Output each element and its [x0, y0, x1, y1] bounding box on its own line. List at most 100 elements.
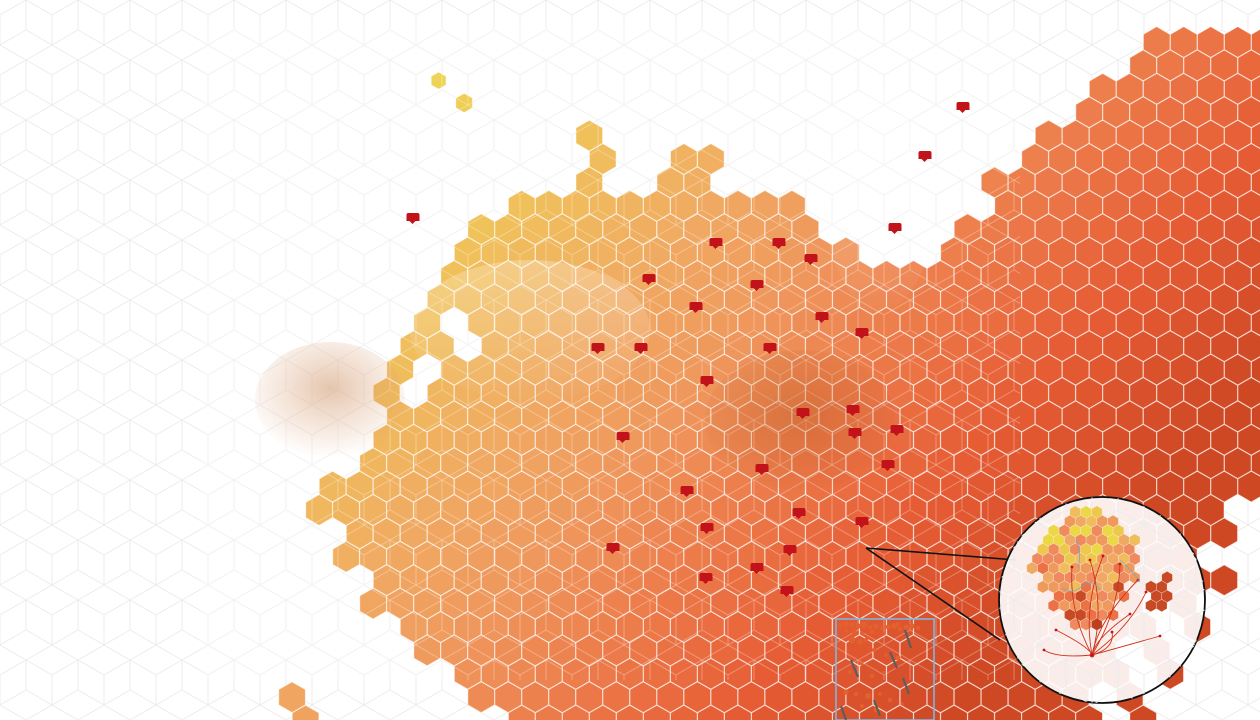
flow-endpoint-dot — [1118, 562, 1122, 566]
island-dot — [863, 637, 869, 643]
city-marker-chongqing[interactable] — [680, 486, 694, 497]
hex-tile[interactable] — [1251, 448, 1260, 479]
city-marker-jinan[interactable] — [815, 312, 829, 323]
hex-tile[interactable] — [455, 93, 473, 113]
city-marker-tianjin[interactable] — [804, 254, 818, 265]
map-pin-icon — [616, 432, 630, 443]
island-dot — [882, 670, 886, 674]
hex-tile[interactable] — [1107, 608, 1119, 622]
city-marker-wuhan[interactable] — [755, 464, 769, 475]
hex-tile[interactable] — [1075, 704, 1103, 720]
photo-overlay — [255, 90, 935, 490]
city-marker-nanchang[interactable] — [792, 508, 806, 519]
city-marker-shanghai[interactable] — [890, 425, 904, 436]
city-marker-beijing[interactable] — [772, 238, 786, 249]
hex-tile[interactable] — [1129, 704, 1157, 720]
hex-tile[interactable] — [1251, 73, 1260, 104]
island-dot — [857, 639, 863, 645]
map-pin-icon — [750, 563, 764, 574]
island-dot — [897, 626, 903, 632]
city-marker-zhengzhou[interactable] — [763, 343, 777, 354]
hex-tile[interactable] — [1161, 571, 1173, 584]
city-marker-guangzhou[interactable] — [783, 545, 797, 556]
hex-tile[interactable] — [1251, 167, 1260, 198]
flow-line — [1091, 613, 1131, 656]
city-marker-xining[interactable] — [591, 343, 605, 354]
city-marker-hangzhou[interactable] — [881, 460, 895, 471]
island-dot — [865, 693, 871, 699]
city-marker-haerbin[interactable] — [956, 102, 970, 113]
hex-tile[interactable] — [278, 681, 306, 714]
hex-tile[interactable] — [1251, 27, 1260, 58]
island-dot — [909, 623, 915, 629]
city-marker-huhehaote[interactable] — [709, 238, 723, 249]
city-marker-xian[interactable] — [700, 376, 714, 387]
flow-endpoint-dot — [1101, 554, 1105, 558]
map-pin-icon — [881, 460, 895, 471]
map-pin-icon — [750, 280, 764, 291]
city-marker-xiamen[interactable] — [855, 517, 869, 528]
flow-line — [1071, 566, 1093, 656]
island-dot — [895, 655, 901, 661]
island-dot — [860, 621, 868, 629]
map-pin-icon — [783, 545, 797, 556]
hex-tile[interactable] — [1251, 354, 1260, 385]
map-pin-icon — [890, 425, 904, 436]
hex-tile[interactable] — [1210, 564, 1238, 597]
flow-endpoint-dot — [1042, 648, 1046, 652]
city-marker-nanning[interactable] — [699, 573, 713, 584]
map-pin-icon — [855, 517, 869, 528]
city-marker-shenzhen[interactable] — [750, 563, 764, 574]
map-pin-icon — [846, 405, 860, 416]
island-dot — [885, 624, 891, 630]
city-marker-su-zhou[interactable] — [848, 428, 862, 439]
island-dot — [844, 629, 848, 633]
island-dot — [869, 629, 875, 635]
hex-tile[interactable] — [1237, 470, 1260, 503]
city-marker-lanzhou[interactable] — [634, 343, 648, 354]
flow-endpoint-dot — [1110, 630, 1114, 634]
map-pin-icon — [591, 343, 605, 354]
city-marker-hefei[interactable] — [796, 408, 810, 419]
island-dot — [860, 631, 864, 635]
island-dot — [880, 626, 884, 630]
city-marker-chengdu[interactable] — [616, 432, 630, 443]
city-marker-qingdao[interactable] — [855, 328, 869, 339]
map-pin-icon — [792, 508, 806, 519]
island-dot — [849, 622, 855, 628]
city-marker-nanjing[interactable] — [846, 405, 860, 416]
city-marker-changchun[interactable] — [918, 151, 932, 162]
flow-endpoint-dot — [1054, 628, 1058, 632]
city-marker-yinchuan[interactable] — [642, 274, 656, 285]
hex-tile[interactable] — [1251, 307, 1260, 338]
hex-tile[interactable] — [1156, 599, 1168, 612]
island-dot — [851, 629, 857, 635]
map-pin-icon — [848, 428, 862, 439]
map-pin-icon — [918, 151, 932, 162]
city-marker-shenyang[interactable] — [888, 223, 902, 234]
map-pin-icon — [755, 464, 769, 475]
hex-tile[interactable] — [1210, 517, 1238, 550]
city-marker-kunming[interactable] — [606, 543, 620, 554]
map-pin-icon — [709, 238, 723, 249]
map-pin-icon — [763, 343, 777, 354]
island-dot — [878, 692, 882, 696]
hex-tile[interactable] — [1251, 214, 1260, 245]
city-marker-shijiazhuang[interactable] — [750, 280, 764, 291]
island-dot — [903, 624, 909, 630]
city-marker-taiyuan[interactable] — [689, 302, 703, 313]
island-dot — [891, 623, 897, 629]
hex-tile[interactable] — [1251, 401, 1260, 432]
city-marker-hong-kong[interactable] — [780, 586, 794, 597]
hex-tile[interactable] — [1118, 589, 1130, 603]
hex-tile[interactable] — [431, 71, 447, 90]
hex-tile[interactable] — [1251, 261, 1260, 292]
flow-line — [1091, 635, 1161, 656]
map-pin-icon — [680, 486, 694, 497]
city-marker-gui-yang[interactable] — [700, 523, 714, 534]
map-pin-icon — [700, 376, 714, 387]
city-marker-wulumuqi[interactable] — [406, 213, 420, 224]
island-dot — [887, 697, 893, 703]
hex-tile[interactable] — [1251, 120, 1260, 151]
